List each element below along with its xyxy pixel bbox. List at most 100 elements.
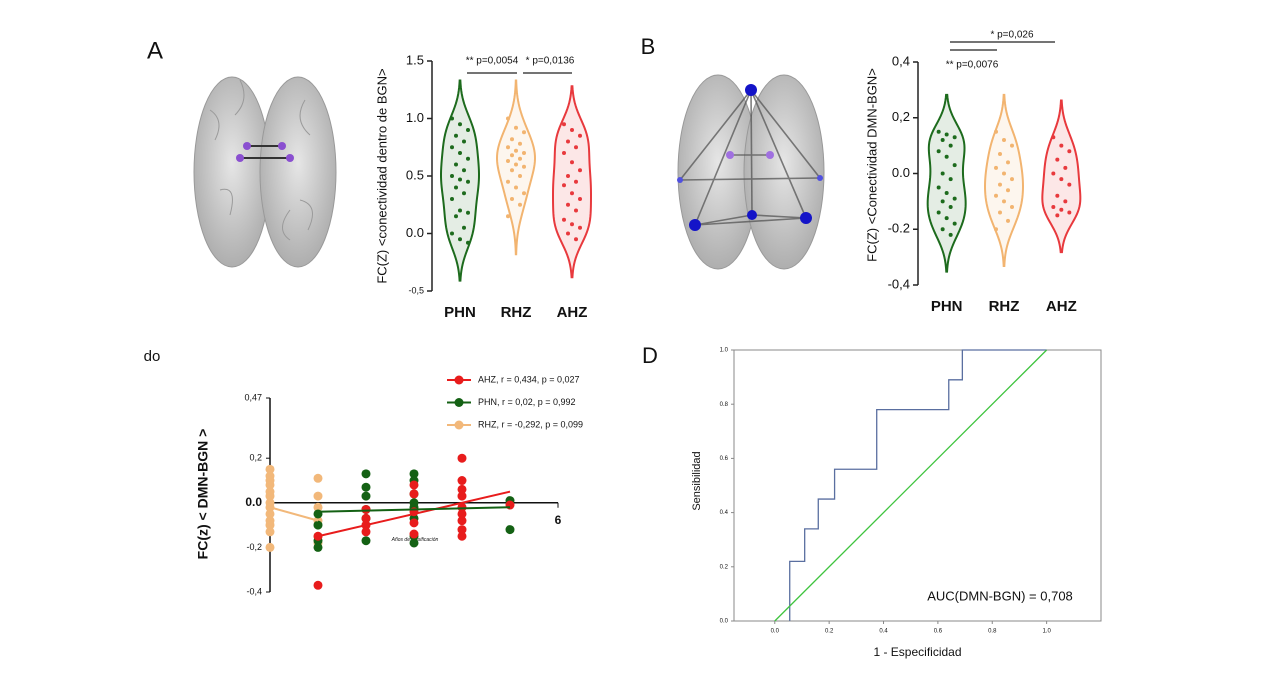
data-point (514, 185, 518, 190)
y-axis-label: FC(Z) <conectividad dentro de BGN> (374, 68, 389, 283)
data-point (466, 156, 470, 161)
data-point (570, 191, 574, 196)
data-point (462, 191, 466, 196)
data-point (1002, 199, 1006, 204)
x-tick-label: RHZ (501, 304, 532, 321)
data-point (1010, 177, 1014, 182)
data-point (409, 489, 419, 499)
data-point (1067, 210, 1072, 215)
x-tick-label: 0.4 (879, 629, 888, 635)
data-point (518, 141, 522, 146)
y-tick-label: 0,2 (249, 453, 262, 463)
x-tick-label: 1.0 (1042, 629, 1051, 635)
y-tick-label: 0.2 (720, 564, 729, 570)
data-point (458, 122, 462, 127)
y-tick-label: 1.0 (720, 348, 729, 354)
x-tick-label: 0.8 (988, 629, 997, 635)
significance-label: ** p=0,0054 (466, 56, 519, 67)
data-point (1010, 143, 1014, 148)
data-point (313, 542, 323, 552)
data-point (994, 193, 998, 198)
y-tick-label: 0.0 (245, 495, 262, 509)
x-tick-label: PHN (444, 304, 476, 321)
y-tick-label: 0.0 (720, 619, 729, 625)
data-point (450, 116, 454, 121)
x-tick-label: 0.6 (934, 629, 943, 635)
data-point (940, 227, 945, 232)
data-point (505, 525, 515, 535)
y-axis-label: FC(Z) <Conectividad DMN-BGN> (864, 68, 879, 262)
data-point (514, 148, 518, 153)
data-point (940, 171, 945, 176)
data-point (1059, 177, 1064, 182)
data-point (506, 214, 510, 219)
data-point (940, 199, 945, 204)
data-point (1055, 157, 1060, 162)
data-point (570, 128, 574, 132)
regression-line (317, 490, 511, 538)
auc-annotation: AUC(DMN-BGN) = 0,708 (927, 588, 1073, 603)
data-point (454, 185, 458, 190)
data-point (994, 129, 998, 134)
data-point (578, 225, 582, 230)
data-point (409, 538, 419, 548)
data-point (948, 232, 953, 237)
data-point (998, 182, 1002, 187)
data-point (522, 130, 526, 135)
x-tick-label: RHZ (989, 298, 1020, 315)
data-point (313, 580, 323, 590)
data-point (1051, 204, 1056, 209)
data-point (466, 210, 470, 215)
data-point (457, 509, 467, 519)
data-point (944, 132, 949, 137)
x-axis-label: 1 - Especificidad (873, 645, 961, 659)
data-point (574, 145, 578, 150)
data-point (948, 143, 953, 148)
data-point (466, 240, 470, 245)
data-point (514, 162, 518, 167)
y-axis-label: Sensibilidad (691, 451, 703, 510)
data-point (265, 464, 275, 474)
data-point (562, 122, 566, 127)
data-point (458, 237, 462, 242)
y-tick-label: -0,2 (246, 542, 262, 552)
data-point (578, 168, 582, 173)
data-point (265, 520, 275, 530)
y-tick-label: -0.2 (888, 221, 910, 236)
data-point (1063, 199, 1068, 204)
data-point (457, 491, 467, 501)
data-point (944, 154, 949, 159)
data-point (361, 482, 371, 492)
data-point (454, 162, 458, 167)
y-tick-label: 0.0 (406, 225, 424, 240)
data-point (265, 527, 275, 537)
data-point (566, 174, 570, 178)
data-point (1067, 182, 1072, 187)
data-point (570, 222, 574, 227)
y-tick-label: -0,4 (246, 586, 262, 596)
data-point (450, 231, 454, 236)
data-point (265, 491, 275, 501)
data-point (454, 133, 458, 138)
data-point (361, 504, 371, 514)
data-point (457, 525, 467, 535)
violin (551, 85, 593, 279)
data-point (313, 520, 323, 530)
data-point (936, 210, 941, 215)
data-point (518, 202, 522, 207)
data-point (1051, 171, 1056, 176)
data-point (574, 237, 578, 242)
data-point (506, 116, 510, 121)
data-point (562, 183, 566, 188)
violin (926, 93, 967, 273)
x-tick-label: 0.0 (771, 629, 780, 635)
data-point (1002, 171, 1006, 176)
data-point (1067, 149, 1072, 154)
data-point (1002, 138, 1006, 143)
y-axis-label: FC(z) < DMN-BGN > (195, 429, 211, 560)
legend-swatch (454, 420, 464, 430)
data-point (458, 177, 462, 182)
data-point (409, 529, 419, 539)
data-point (506, 145, 510, 150)
